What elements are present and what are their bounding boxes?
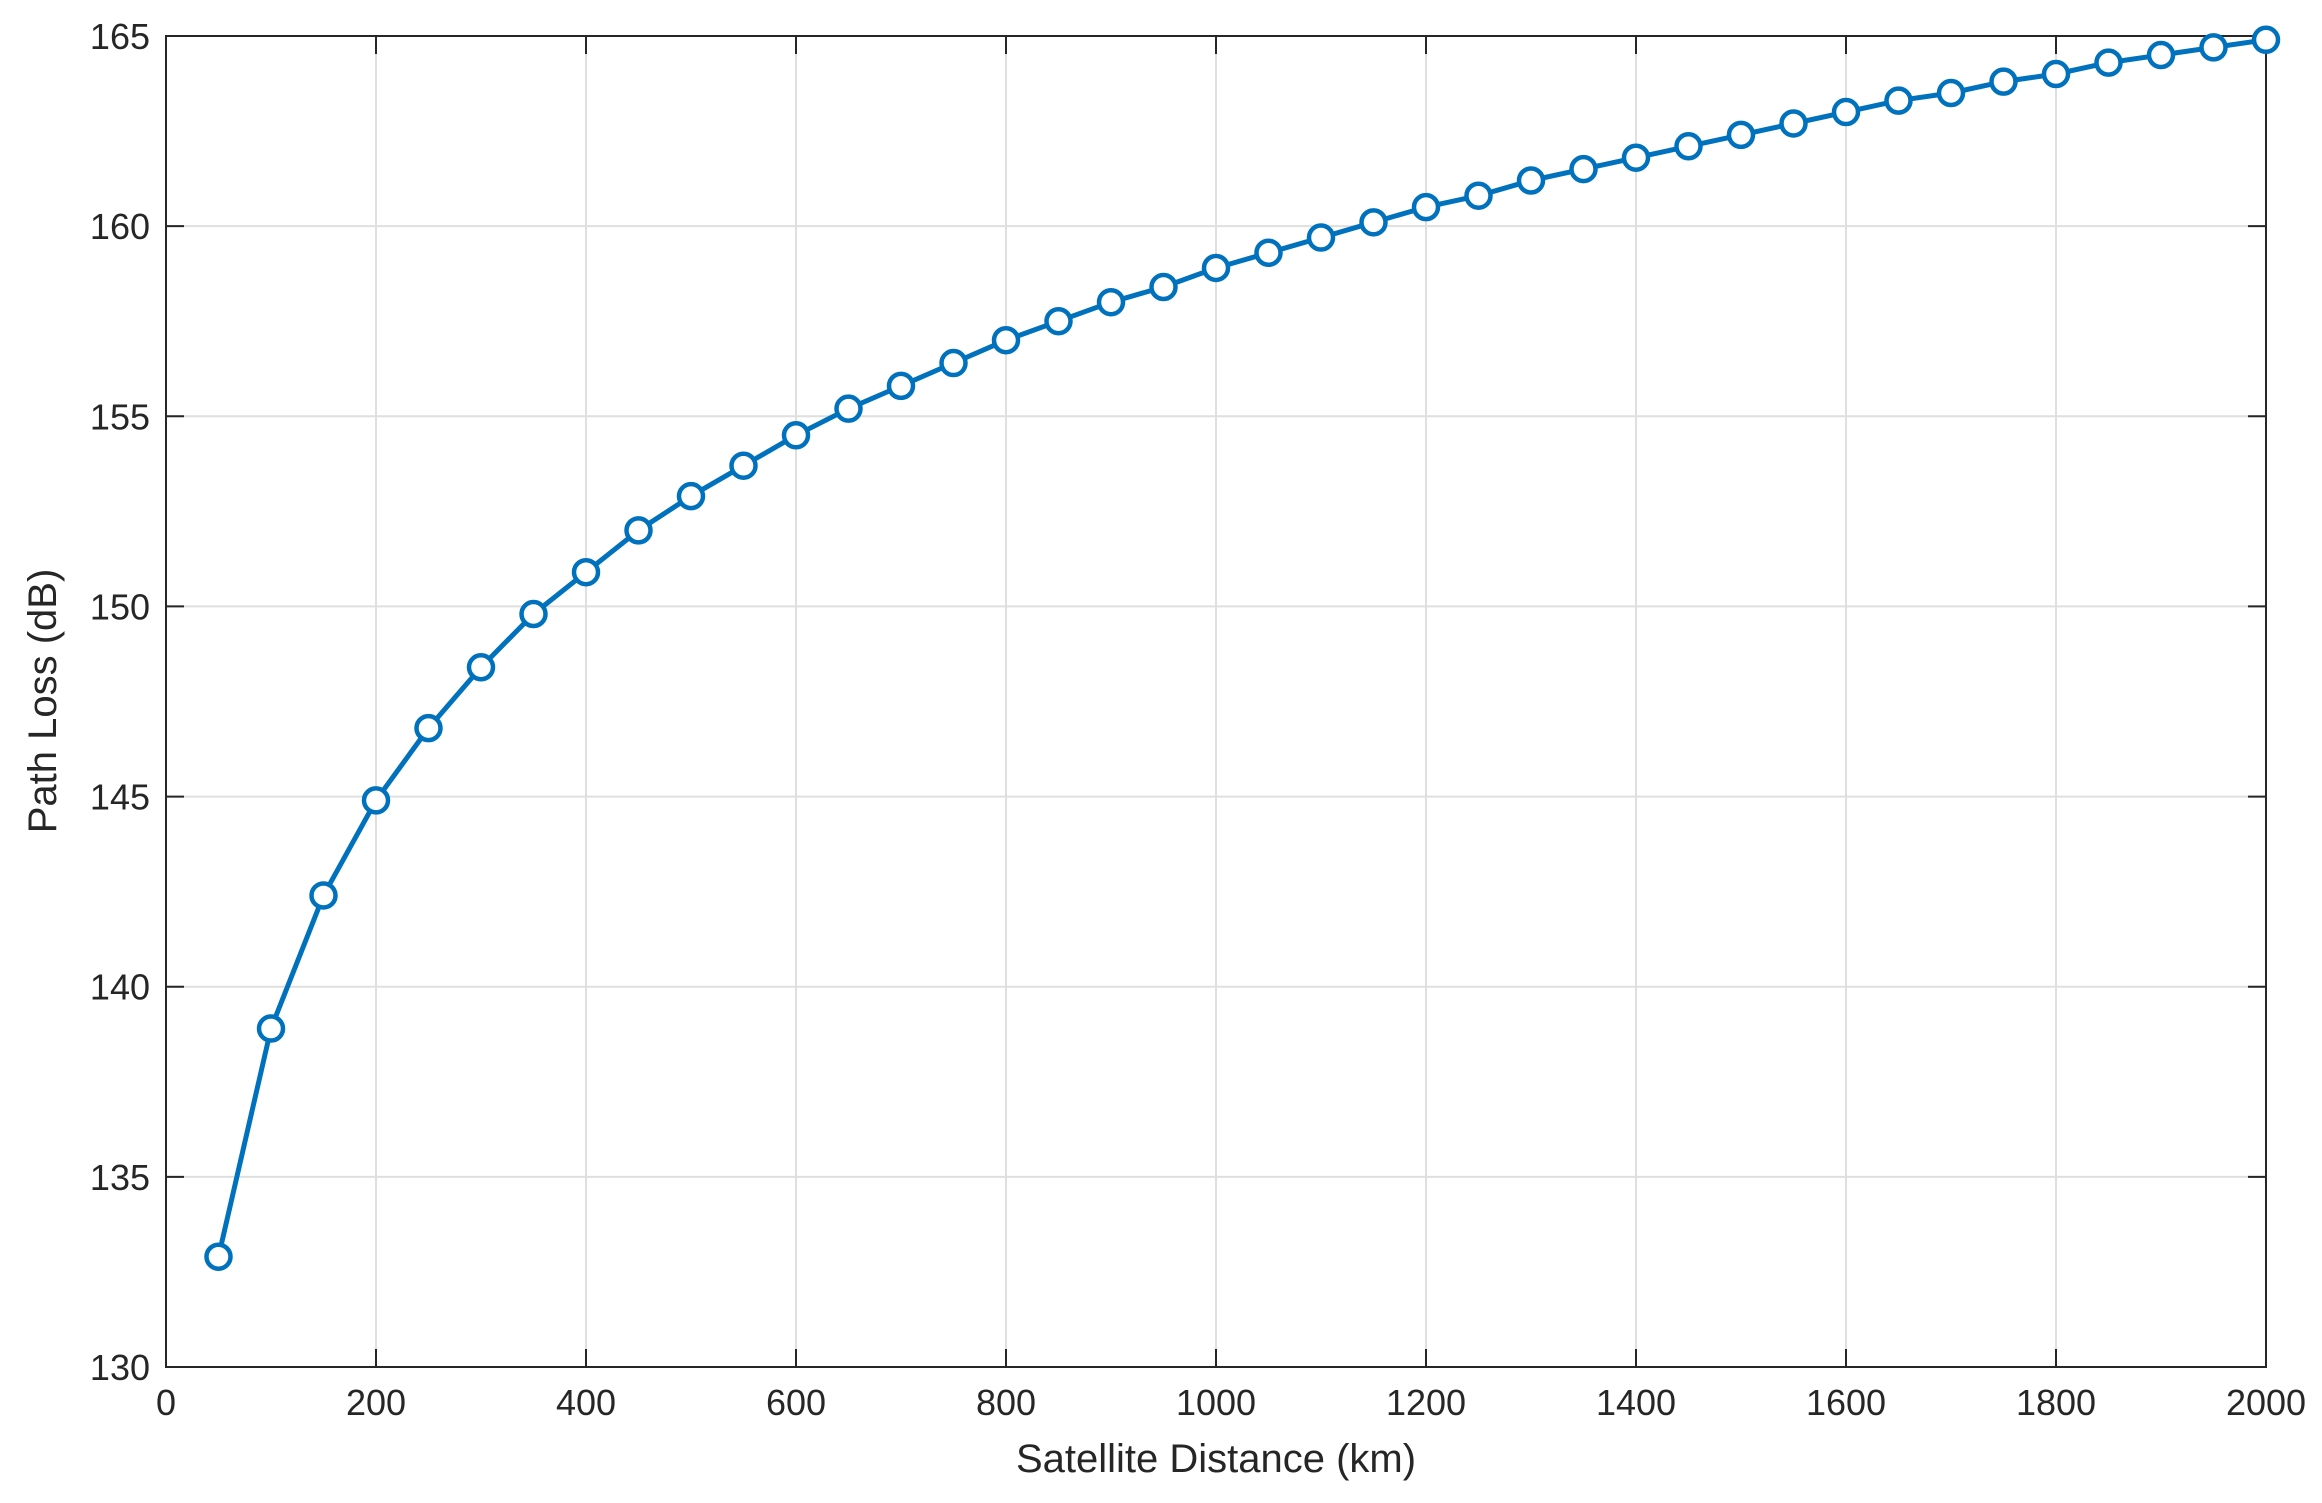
x-tick-label: 200: [346, 1382, 406, 1423]
x-tick-label: 400: [556, 1382, 616, 1423]
x-tick-label: 800: [976, 1382, 1036, 1423]
y-axis-label: Path Loss (dB): [21, 569, 65, 834]
x-tick-label: 1600: [1806, 1382, 1886, 1423]
y-tick-label: 135: [90, 1157, 150, 1198]
data-point-marker: [1254, 238, 1283, 268]
x-tick-label: 2000: [2226, 1382, 2306, 1423]
data-point-marker: [466, 653, 496, 682]
data-point-marker: [834, 394, 863, 423]
data-point-marker: [571, 557, 601, 587]
x-tick-label: 1200: [1386, 1382, 1466, 1423]
data-point-marker: [1411, 192, 1441, 222]
data-point-marker: [309, 881, 338, 910]
data-point-marker: [2251, 25, 2281, 55]
y-tick-label: 145: [90, 777, 150, 818]
path-loss-line: [216, 37, 2269, 1260]
data-point-marker: [414, 713, 443, 743]
y-tick-label: 160: [90, 206, 150, 247]
data-point-marker: [256, 1014, 286, 1043]
data-point-marker: [2146, 40, 2176, 70]
x-tick-label: 600: [766, 1382, 826, 1423]
y-tick-label: 140: [90, 967, 150, 1008]
data-point-marker: [1464, 181, 1493, 210]
tick-label-layer: 0 200 400 600 800 1000 1200 1400 1600 1800 2000 130…: [90, 16, 2306, 1423]
data-point-marker: [729, 451, 758, 480]
data-point-marker: [1149, 272, 1178, 302]
data-point-marker: [204, 1242, 233, 1271]
y-tick-label: 155: [90, 396, 150, 437]
data-point-marker: [991, 325, 1021, 355]
data-point-marker: [676, 481, 706, 511]
data-point-marker: [624, 516, 653, 545]
x-tick-label: 1400: [1596, 1382, 1676, 1423]
data-point-marker: [1306, 223, 1336, 252]
data-point-marker: [361, 786, 391, 815]
x-tick-label: 1000: [1176, 1382, 1256, 1423]
data-point-marker: [1779, 109, 1808, 138]
y-tick-label: 150: [90, 586, 150, 627]
data-point-marker: [1621, 143, 1651, 172]
data-point-marker: [1726, 120, 1756, 150]
data-point-marker: [1569, 154, 1598, 184]
x-tick-label: 0: [156, 1382, 176, 1423]
x-tick-label: 1800: [2016, 1382, 2096, 1423]
y-tick-label: 130: [90, 1347, 150, 1388]
plot-area-frame: [165, 35, 2267, 1368]
data-point-marker: [1936, 78, 1966, 108]
series-layer: [204, 25, 2281, 1271]
data-point-marker: [1516, 166, 1546, 195]
data-point-marker: [1201, 253, 1231, 283]
data-point-marker: [939, 348, 968, 378]
data-point-marker: [2094, 48, 2123, 77]
data-point-marker: [2199, 33, 2228, 62]
data-point-marker: [2041, 59, 2071, 89]
data-point-marker: [1831, 97, 1861, 127]
data-point-marker: [1884, 86, 1913, 115]
data-point-marker: [519, 599, 548, 629]
data-point-marker: [886, 371, 916, 401]
data-point-marker: [1044, 306, 1073, 336]
data-point-marker: [781, 421, 811, 450]
data-point-marker: [1674, 132, 1703, 161]
data-point-marker: [1096, 287, 1126, 317]
x-axis-label: Satellite Distance (km): [1016, 1437, 1416, 1481]
y-tick-label: 165: [90, 16, 150, 57]
data-point-marker: [1359, 208, 1388, 237]
data-point-marker: [1989, 67, 2018, 96]
